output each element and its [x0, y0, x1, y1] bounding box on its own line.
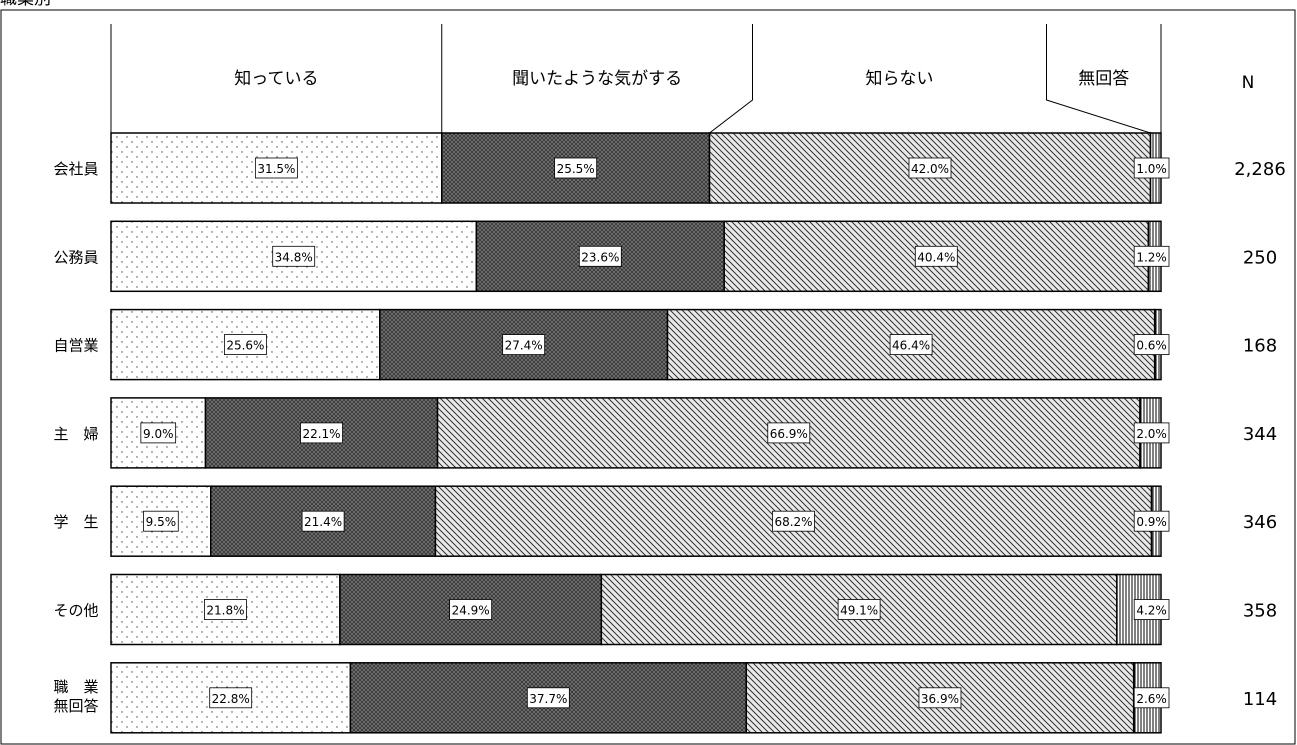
data-label-box — [1133, 599, 1170, 620]
data-label-box — [889, 334, 933, 356]
category-label: 職 業無回答 — [53, 678, 98, 715]
data-label: 25.6% — [226, 339, 264, 353]
legend-divider — [709, 24, 753, 134]
data-label-box — [908, 157, 952, 179]
bar-row: その他 21.8% 24.9% 49.1% 4.2% 358 — [53, 573, 1277, 646]
data-label-box — [918, 687, 962, 709]
bar-segment — [379, 308, 669, 381]
data-label: 0.9% — [1136, 515, 1167, 529]
chart-title: 職業別 — [0, 0, 51, 9]
data-label-box — [209, 687, 253, 709]
category-label: 会社員 — [53, 160, 98, 178]
data-label: 21.4% — [304, 515, 342, 529]
data-label-box — [272, 245, 316, 267]
data-label-box — [140, 422, 177, 444]
data-label: 34.8% — [275, 250, 313, 264]
bar-segment — [204, 397, 439, 469]
bar-row: 学 生 9.5% 21.4% 68.2% 0.9% 346 — [53, 485, 1277, 557]
legend-label: 知っている — [234, 69, 318, 89]
data-label: 23.6% — [581, 250, 619, 264]
data-label: 9.0% — [143, 427, 174, 441]
category-label: 主 婦 — [53, 425, 98, 443]
data-label: 40.4% — [917, 250, 955, 264]
data-label-box — [223, 334, 267, 356]
data-label: 42.0% — [911, 162, 949, 176]
data-label: 24.9% — [452, 604, 490, 618]
data-label: 31.5% — [257, 162, 295, 176]
data-label: 36.9% — [921, 692, 959, 706]
data-label: 2.0% — [1136, 427, 1167, 441]
data-label: 49.1% — [840, 604, 878, 618]
data-label: 27.4% — [505, 339, 543, 353]
n-value: 250 — [1243, 247, 1277, 268]
data-label-box — [300, 422, 343, 444]
category-label: 公務員 — [53, 248, 98, 266]
data-label-box — [449, 599, 493, 620]
data-label: 0.6% — [1136, 339, 1167, 353]
data-label: 4.2% — [1136, 604, 1167, 618]
legend: 知っている 聞いたような気がする 知らない 無回答 — [110, 24, 1162, 134]
data-label: 2.6% — [1136, 692, 1167, 706]
data-label-box — [1133, 245, 1170, 267]
data-label-box — [204, 599, 247, 620]
bar-row: 自営業 25.6% 27.4% 46.4% 0.6% 168 — [53, 308, 1277, 381]
bar-row: 会社員 31.5% 25.5% 42.0% 1.0% 2,286 — [53, 132, 1286, 204]
data-label: 46.4% — [892, 339, 930, 353]
data-label: 9.5% — [146, 515, 177, 529]
data-label-box — [526, 687, 570, 709]
data-label-box — [767, 422, 811, 444]
data-label: 37.7% — [529, 692, 567, 706]
data-label-box — [1133, 334, 1170, 356]
data-label-box — [1133, 157, 1170, 179]
category-label: その他 — [53, 602, 98, 620]
n-value: 358 — [1243, 601, 1277, 622]
n-value: 114 — [1243, 689, 1277, 710]
n-value: 2,286 — [1234, 159, 1286, 180]
data-label-box — [837, 599, 881, 620]
data-label-box — [578, 245, 622, 267]
legend-label: 無回答 — [1078, 69, 1129, 89]
category-label: 自営業 — [53, 337, 98, 355]
legend-label: 聞いたような気がする — [512, 69, 682, 89]
bar-row: 主 婦 9.0% 22.1% 66.9% 2.0% 344 — [53, 397, 1277, 469]
data-label-box — [1133, 687, 1170, 709]
n-value: 344 — [1243, 424, 1277, 445]
n-value: 168 — [1243, 336, 1277, 357]
n-header: N — [1242, 73, 1255, 93]
data-label-box — [1133, 510, 1170, 532]
data-label: 68.2% — [774, 515, 812, 529]
data-label-box — [254, 157, 298, 179]
data-label-box — [301, 510, 345, 532]
data-label-box — [554, 157, 598, 179]
data-label: 22.1% — [302, 427, 340, 441]
bar-row: 職 業無回答 22.8% 37.7% 36.9% 2.6% 114 — [53, 662, 1277, 734]
legend-label: 知らない — [866, 69, 934, 89]
data-label-box — [772, 510, 815, 532]
data-label-box — [914, 245, 958, 267]
n-value: 346 — [1243, 512, 1277, 533]
data-label: 1.2% — [1136, 250, 1167, 264]
data-label: 25.5% — [557, 162, 595, 176]
bar-row: 公務員 34.8% 23.6% 40.4% 1.2% 250 — [53, 220, 1277, 293]
data-label: 66.9% — [770, 427, 808, 441]
data-label-box — [1133, 422, 1170, 444]
category-label: 学 生 — [53, 513, 98, 531]
data-label: 1.0% — [1136, 162, 1167, 176]
data-label-box — [502, 334, 546, 356]
plot-frame — [0, 9, 1296, 745]
legend-divider — [1046, 24, 1151, 134]
data-label-box — [143, 510, 179, 532]
data-label: 22.8% — [212, 692, 250, 706]
bars: 会社員 31.5% 25.5% 42.0% 1.0% 2,286 公務員 34.8% 23.6%… — [53, 132, 1286, 734]
data-label: 21.8% — [206, 604, 244, 618]
